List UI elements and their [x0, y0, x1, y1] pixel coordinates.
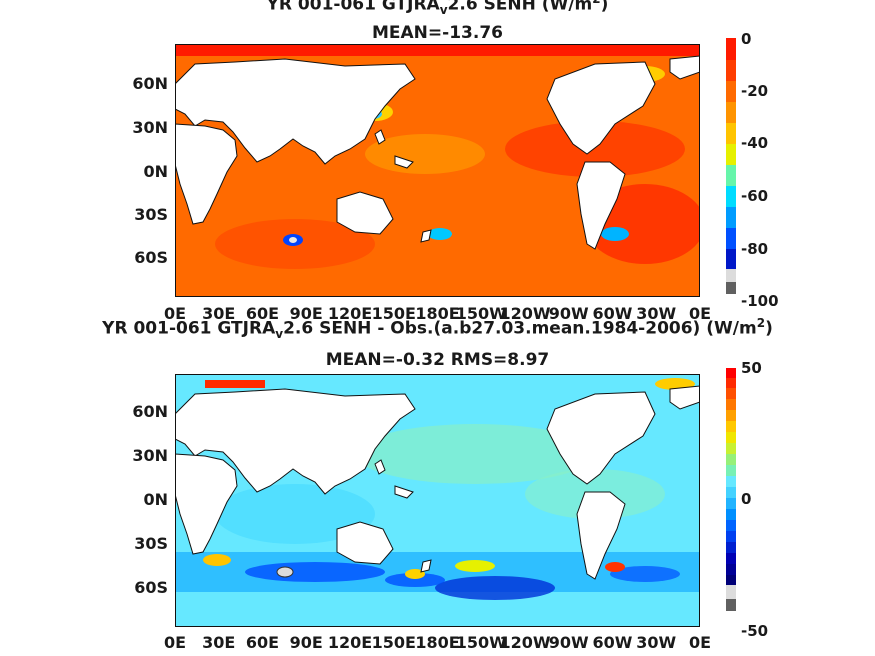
panel1-title: YR 001-061 GTJRAv2.6 SENH (W/m2)	[266, 0, 609, 18]
panel2-title: YR 001-061 GTJRAv2.6 SENH - Obs.(a.b27.0…	[102, 316, 773, 342]
panel1-colorbar	[726, 38, 736, 294]
panel2-cbar-tick: 50	[741, 359, 762, 377]
panel2-x-tick-label: 120E	[327, 633, 373, 652]
panel2-x-tick-label: 30W	[636, 633, 677, 652]
panel2-x-tick-label: 90E	[289, 633, 323, 652]
panel2-x-tick-label: 0E	[163, 633, 187, 652]
panel1-x-tick-label: 0E	[163, 304, 187, 323]
panel1-cbar-tick: 0	[741, 30, 752, 48]
panel2-x-tick-label: 30E	[202, 633, 236, 652]
panel1-x-tick-label: 150W	[455, 304, 507, 323]
panel2-y-tick-label: 0N	[143, 490, 168, 509]
panel1-y-tick-label: 60N	[132, 74, 168, 93]
panel2-colorbar	[726, 368, 736, 611]
panel1-x-tick-label: 180E	[415, 304, 460, 323]
panel2-y-tick-label: 60N	[132, 402, 168, 421]
panel1-cbar-tick: -40	[741, 134, 769, 152]
panel1-x-tick-label: 90E	[289, 304, 323, 323]
panel2-y-tick-label: 30N	[132, 446, 168, 465]
panel1-cbar-tick: -80	[741, 240, 769, 258]
panel2-x-tick-label: 180E	[415, 633, 460, 652]
panel1-x-tick-label: 150E	[371, 304, 416, 323]
panel2-map	[175, 374, 700, 627]
panel1-map	[175, 44, 700, 297]
panel1-x-tick-label: 90W	[548, 304, 589, 323]
panel2-x-tick-label: 120W	[499, 633, 551, 652]
panel1-y-tick-label: 30S	[134, 205, 168, 224]
panel2-cbar-tick: -50	[741, 622, 769, 640]
panel1-y-tick-label: 60S	[134, 248, 168, 267]
panel1-cbar-tick: -60	[741, 187, 769, 205]
panel1-cbar-tick: -20	[741, 82, 769, 100]
panel1-x-tick-label: 0E	[688, 304, 712, 323]
panel1-cbar-tick: -100	[741, 292, 779, 310]
panel2-x-tick-label: 0E	[688, 633, 712, 652]
panel2-x-tick-label: 60E	[245, 633, 280, 652]
panel1-x-tick-label: 30W	[636, 304, 677, 323]
panel2-subtitle: MEAN=-0.32 RMS=8.97	[325, 350, 550, 370]
panel2-x-tick-label: 90W	[548, 633, 589, 652]
panel2-cbar-tick: 0	[741, 490, 752, 508]
panel1-x-tick-label: 30E	[202, 304, 236, 323]
panel1-y-tick-label: 30N	[132, 118, 168, 137]
panel1-y-tick-label: 0N	[143, 162, 168, 181]
panel1-x-tick-label: 60E	[245, 304, 280, 323]
panel2-x-tick-label: 150W	[455, 633, 507, 652]
panel1-x-tick-label: 120W	[499, 304, 551, 323]
panel2-y-tick-label: 30S	[134, 534, 168, 553]
panel2-x-tick-label: 150E	[371, 633, 416, 652]
panel2-x-tick-label: 60W	[592, 633, 633, 652]
panel1-subtitle: MEAN=-13.76	[372, 23, 503, 43]
panel1-x-tick-label: 60W	[592, 304, 633, 323]
panel2-y-tick-label: 60S	[134, 578, 168, 597]
panel1-x-tick-label: 120E	[327, 304, 373, 323]
